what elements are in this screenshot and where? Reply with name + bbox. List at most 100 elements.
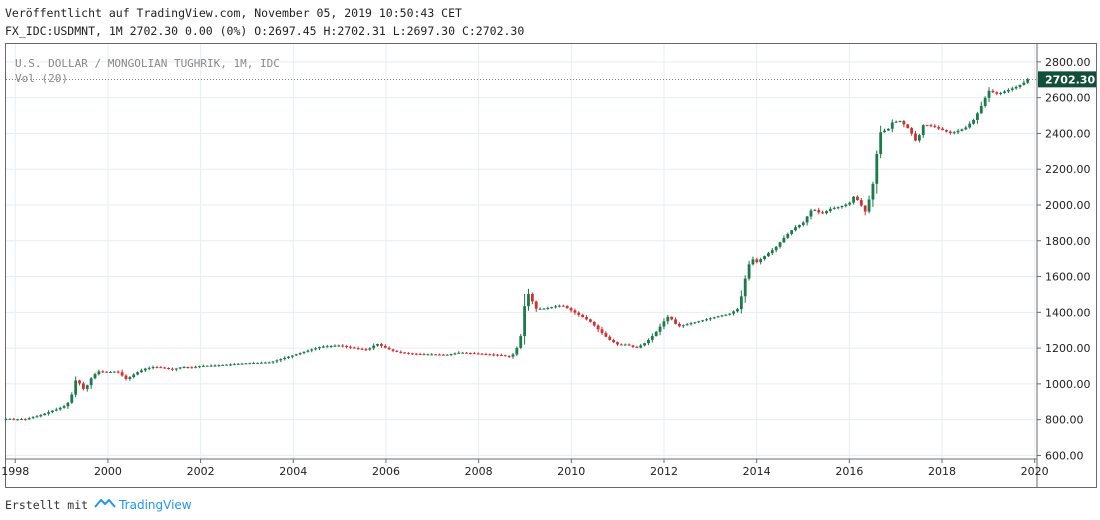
candle-body	[287, 356, 290, 358]
candle-body	[782, 237, 786, 243]
candle-body	[941, 128, 944, 131]
grid	[6, 44, 1037, 459]
candle-body	[712, 317, 716, 319]
candle-body	[976, 113, 979, 120]
last-price-badge	[1038, 71, 1096, 88]
candle-body	[933, 125, 937, 128]
candle-body	[898, 120, 902, 122]
candle-body	[209, 365, 213, 367]
y-tick-label-4: 1400.00	[1045, 306, 1091, 319]
candle-body	[232, 364, 236, 366]
candle-body	[523, 306, 527, 337]
y-tick-label-8: 2200.00	[1045, 163, 1091, 176]
candle-body	[476, 353, 480, 355]
candle-body	[685, 324, 689, 326]
x-tick-label-9: 2016	[835, 465, 863, 478]
candle-body	[883, 130, 886, 133]
candle-body	[987, 90, 991, 98]
candle-body	[507, 355, 511, 357]
candle-body	[418, 353, 422, 355]
candle-body	[112, 371, 116, 373]
candle-body	[569, 308, 573, 311]
candle-body	[267, 362, 271, 364]
candle-body	[1014, 86, 1018, 89]
y-tick-label-1: 800.00	[1045, 414, 1084, 427]
candle-body	[78, 380, 81, 384]
candle-body	[352, 347, 356, 349]
candle-body	[542, 308, 546, 310]
candle-body	[23, 419, 27, 421]
candle-body	[205, 365, 209, 367]
candle-body	[321, 346, 325, 348]
candle-body	[438, 354, 441, 356]
candle-body	[515, 347, 519, 355]
candle-body	[925, 125, 929, 127]
candle-body	[801, 222, 805, 225]
candle-body	[728, 313, 732, 315]
candle-body	[786, 233, 790, 238]
candle-body	[1026, 79, 1030, 83]
candle-body	[856, 196, 859, 201]
candle-body	[503, 355, 507, 357]
volume-indicator-label[interactable]: Vol (20)	[15, 72, 68, 85]
candle-body	[666, 316, 670, 322]
y-tick-label-10: 2600.00	[1045, 92, 1091, 105]
candle-body	[368, 348, 372, 350]
candle-body	[275, 360, 279, 362]
candle-body	[635, 346, 639, 348]
candle-body	[248, 363, 252, 365]
candle-body	[751, 259, 755, 265]
candle-body	[194, 366, 198, 368]
candle-body	[774, 246, 778, 251]
y-tick-label-7: 2000.00	[1045, 199, 1091, 212]
candle-body	[105, 371, 109, 373]
x-tick-label-0: 1998	[1, 465, 29, 478]
candle-body	[469, 352, 472, 354]
created-with-label: Erstellt mit	[5, 497, 89, 512]
candle-body	[747, 264, 751, 279]
candle-body	[616, 342, 619, 345]
candle-body	[8, 418, 12, 420]
y-tick-label-2: 1000.00	[1045, 378, 1091, 391]
candle-body	[399, 351, 403, 353]
candle-body	[844, 204, 848, 207]
candle-body	[767, 253, 770, 257]
candle-body	[260, 362, 263, 364]
candle-body	[859, 200, 863, 206]
published-timestamp: Veröffentlicht auf TradingView.com, Nove…	[5, 6, 462, 20]
candle-body	[201, 365, 205, 367]
candle-body	[35, 416, 39, 418]
y-tick-label-5: 1600.00	[1045, 271, 1091, 284]
x-tick-label-11: 2020	[1021, 465, 1049, 478]
x-tick-label-7: 2012	[650, 465, 678, 478]
candle-body	[58, 407, 62, 410]
candle-body	[716, 316, 720, 318]
x-tick-label-8: 2014	[743, 465, 771, 478]
candle-body	[952, 132, 956, 134]
candle-body	[511, 354, 515, 357]
candle-body	[244, 363, 248, 365]
candle-body	[979, 105, 983, 114]
tradingview-brand[interactable]: TradingView	[119, 497, 192, 512]
candles	[4, 77, 1030, 421]
candle-body	[534, 301, 538, 309]
candle-body	[306, 350, 310, 352]
candle-body	[530, 293, 534, 302]
chart-frame[interactable]	[5, 43, 1097, 488]
candle-body	[221, 364, 225, 366]
candle-body	[581, 314, 585, 318]
candle-body	[705, 319, 708, 321]
candle-body	[198, 366, 201, 368]
candle-body	[875, 153, 879, 184]
candle-body	[496, 354, 499, 356]
candle-body	[871, 183, 875, 200]
price-axis: 600.00 800.00 1000.00 1200.00 1400.00 1600.00…	[1, 44, 1096, 487]
candle-body	[995, 92, 999, 94]
candle-body	[74, 380, 78, 395]
tradingview-logo-icon	[94, 497, 116, 512]
candle-body	[345, 346, 348, 348]
candle-body	[832, 207, 836, 209]
candle-body	[465, 352, 468, 354]
candle-body	[171, 368, 174, 370]
